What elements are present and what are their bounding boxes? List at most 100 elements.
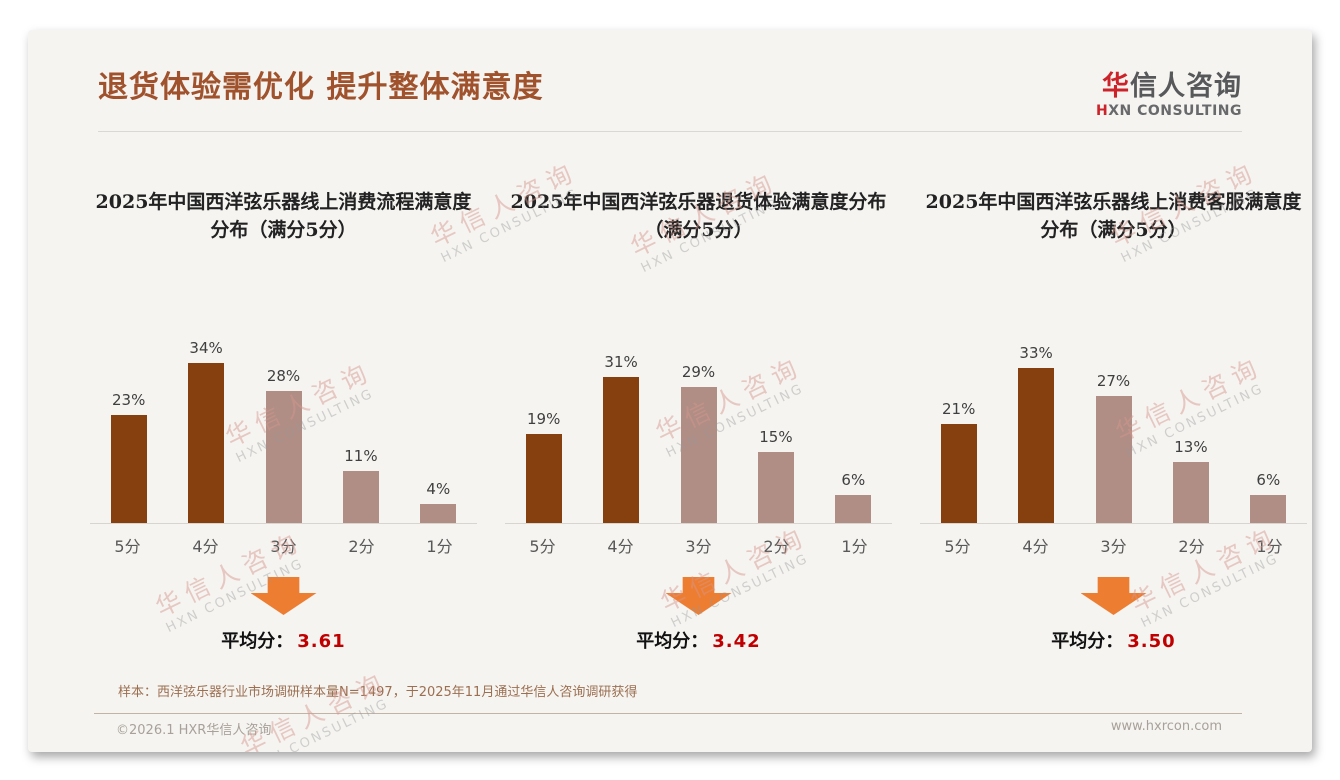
x-axis-label: 2分 — [348, 537, 375, 556]
bar — [1018, 368, 1055, 523]
bar-value-label: 11% — [344, 447, 378, 465]
bar-value-label: 15% — [759, 428, 793, 446]
copyright-text: ©2026.1 HXR华信人咨询 — [116, 723, 272, 738]
average-label: 平均分： — [636, 631, 709, 652]
chart-title: 2025年中国西洋弦乐器线上消费流程满意度分布（满分5分） — [95, 191, 472, 241]
x-axis-label: 2分 — [1178, 537, 1205, 556]
average-score: 平均分： 3.42 — [491, 627, 906, 653]
bar — [1172, 462, 1209, 523]
average-score: 平均分： 3.61 — [76, 627, 491, 653]
average-value: 3.61 — [297, 631, 346, 652]
bar-value-label: 28% — [266, 367, 301, 385]
chart-title: 2025年中国西洋弦乐器线上消费客服满意度分布（满分5分） — [925, 191, 1302, 241]
bar-value-label: 19% — [527, 410, 561, 428]
xaxis-row: 5分 4分 3分 2分 1分 — [906, 524, 1312, 557]
bar-value-label: 6% — [1256, 471, 1281, 489]
xaxis-row: 5分 4分 3分 2分 1分 — [491, 524, 906, 557]
bar — [265, 391, 302, 523]
bar — [603, 377, 640, 523]
chart-return-experience-satisfaction: 2025年中国西洋弦乐器退货体验满意度分布（满分5分） 19% 31% 29% 15%… — [491, 188, 906, 653]
down-arrow-icon — [1080, 577, 1147, 615]
logo-chinese-name: 华信人咨询 — [1096, 72, 1242, 102]
down-arrow-icon — [665, 577, 732, 615]
slide-footer: ©2026.1 HXR华信人咨询 www.hxrcon.com — [116, 719, 1222, 738]
bar-group: 23% — [90, 391, 167, 523]
slide-header: 退货体验需优化 提升整体满意度 华信人咨询 HXN CONSULTING — [28, 30, 1312, 118]
bar-group: 31% — [582, 353, 659, 523]
bar-group: 27% — [1075, 372, 1152, 523]
bar — [342, 471, 379, 523]
average-value: 3.42 — [712, 631, 761, 652]
bar-value-label: 6% — [841, 471, 866, 489]
bar-value-label: 21% — [942, 400, 976, 418]
chart-customer-service-satisfaction: 2025年中国西洋弦乐器线上消费客服满意度分布（满分5分） 21% 33% 27% 1… — [906, 188, 1312, 653]
logo-en-accent: H — [1095, 103, 1109, 119]
x-axis-label: 4分 — [1022, 537, 1049, 556]
average-value: 3.50 — [1127, 631, 1176, 652]
bars-row: 23% 34% 28% 11% 4% — [90, 308, 477, 524]
bar-group: 34% — [167, 339, 244, 523]
bar-value-label: 34% — [189, 339, 223, 357]
bar-group: 29% — [660, 363, 737, 523]
x-axis-label: 3分 — [270, 537, 297, 556]
x-axis-label: 4分 — [192, 537, 219, 556]
bar-value-label: 27% — [1096, 372, 1131, 390]
bar — [525, 434, 562, 523]
bar-group: 15% — [737, 428, 814, 523]
x-axis-label: 1分 — [841, 537, 868, 556]
bar-value-label: 31% — [604, 353, 638, 371]
bar-group: 6% — [1230, 471, 1307, 523]
average-label: 平均分： — [221, 631, 294, 652]
logo-english-name: HXN CONSULTING — [1096, 104, 1242, 118]
footer-divider — [94, 713, 1242, 714]
bar — [110, 415, 147, 523]
watermark: 华信人咨询 HXN CONSULTING — [236, 666, 400, 752]
bar-group: 21% — [920, 400, 997, 523]
bar-group: 33% — [997, 344, 1074, 523]
bar-value-label: 29% — [681, 363, 716, 381]
bars-row: 21% 33% 27% 13% 6% — [920, 308, 1307, 524]
bar — [940, 424, 977, 523]
x-axis-label: 1分 — [426, 537, 453, 556]
sample-note: 样本：西洋弦乐器行业市场调研样本量N=1497，于2025年11月通过华信人咨询… — [118, 685, 638, 700]
x-axis-label: 1分 — [1256, 537, 1283, 556]
title-divider — [98, 131, 1242, 132]
bar-value-label: 4% — [426, 480, 451, 498]
average-label: 平均分： — [1051, 631, 1124, 652]
bar — [1095, 396, 1132, 523]
bar-group: 6% — [815, 471, 892, 523]
bar — [835, 495, 872, 523]
average-score: 平均分： 3.50 — [906, 627, 1312, 653]
logo-en-text: XN CONSULTING — [1108, 103, 1242, 119]
x-axis-label: 5分 — [114, 537, 141, 556]
bar-value-label: 23% — [112, 391, 146, 409]
bar — [1250, 495, 1287, 523]
bar-group: 28% — [245, 367, 322, 523]
charts-row: 2025年中国西洋弦乐器线上消费流程满意度分布（满分5分） 23% 34% 28% 1… — [28, 188, 1312, 653]
x-axis-label: 4分 — [607, 537, 634, 556]
x-axis-label: 2分 — [763, 537, 790, 556]
bar — [188, 363, 225, 523]
bar-group: 13% — [1152, 438, 1229, 523]
website-url: www.hxrcon.com — [1110, 719, 1222, 734]
bar-group: 19% — [505, 410, 582, 523]
x-axis-label: 3分 — [685, 537, 712, 556]
bar — [420, 504, 457, 523]
bar-group: 11% — [322, 447, 399, 523]
bar — [680, 387, 717, 523]
bar-value-label: 33% — [1019, 344, 1053, 362]
page-title: 退货体验需优化 提升整体满意度 — [98, 70, 544, 105]
chart-title: 2025年中国西洋弦乐器退货体验满意度分布（满分5分） — [510, 191, 887, 241]
down-arrow-icon — [250, 577, 317, 615]
x-axis-label: 3分 — [1100, 537, 1127, 556]
watermark-cn-text: 华信人咨询 — [236, 666, 393, 752]
logo-cn-text: 信人咨询 — [1130, 71, 1242, 102]
logo-cn-accent: 华 — [1102, 71, 1130, 102]
slide-card: 退货体验需优化 提升整体满意度 华信人咨询 HXN CONSULTING 202… — [28, 30, 1312, 752]
x-axis-label: 5分 — [944, 537, 971, 556]
company-logo: 华信人咨询 HXN CONSULTING — [1096, 72, 1242, 119]
bar — [757, 452, 794, 523]
bar-value-label: 13% — [1174, 438, 1208, 456]
xaxis-row: 5分 4分 3分 2分 1分 — [76, 524, 491, 557]
bars-row: 19% 31% 29% 15% 6% — [505, 308, 892, 524]
